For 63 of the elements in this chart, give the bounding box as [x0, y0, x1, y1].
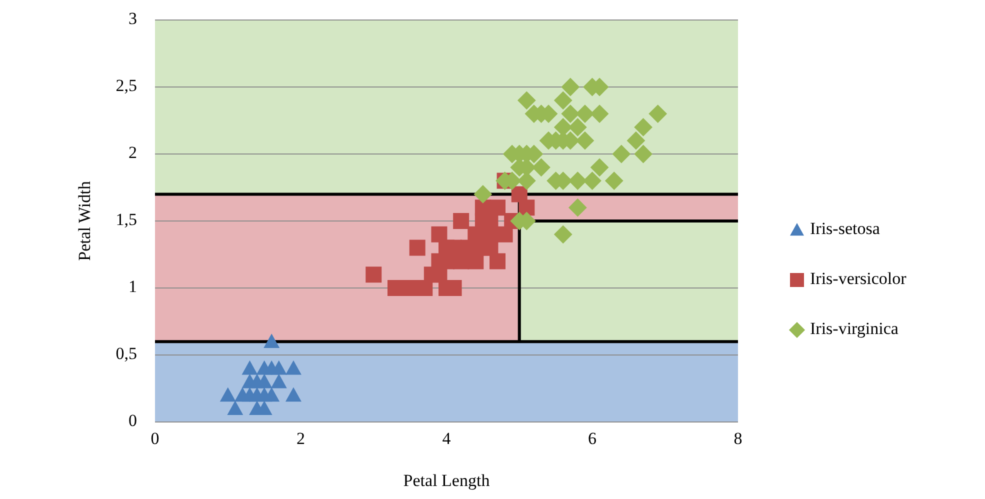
- point: [285, 387, 302, 402]
- point: [416, 280, 433, 296]
- point: [242, 374, 258, 388]
- point: [285, 360, 302, 375]
- point: [554, 225, 572, 244]
- point: [604, 172, 624, 190]
- point: [576, 104, 594, 123]
- x-tick-label: 6: [588, 429, 596, 448]
- point: [583, 172, 602, 190]
- point: [626, 131, 646, 150]
- legend-label: Iris-setosa: [810, 218, 880, 238]
- y-tick-label: 2: [128, 142, 137, 162]
- point: [554, 91, 572, 110]
- point: [402, 280, 418, 296]
- legend-label: Iris-versicolor: [810, 268, 907, 288]
- point: [517, 91, 536, 110]
- x-tick-label: 2: [296, 429, 305, 448]
- y-axis-title: Petal Width: [75, 180, 94, 261]
- point: [634, 118, 652, 136]
- point: [490, 253, 506, 270]
- y-tick-label: 0,5: [116, 344, 137, 363]
- legend-label: Iris-virginica: [810, 318, 899, 338]
- point: [482, 226, 498, 242]
- point: [366, 266, 382, 283]
- point: [264, 334, 280, 348]
- point: [387, 280, 404, 296]
- point: [612, 144, 631, 164]
- point: [532, 158, 550, 177]
- y-tick-label: 2,5: [116, 76, 137, 95]
- point: [409, 240, 426, 256]
- point: [270, 374, 287, 388]
- y-tick-label: 1: [128, 276, 137, 296]
- point: [576, 131, 594, 150]
- point: [234, 387, 250, 402]
- point: [490, 200, 506, 216]
- point: [453, 213, 470, 229]
- y-tick-label: 1,5: [116, 210, 137, 229]
- point: [518, 200, 535, 216]
- point: [264, 387, 280, 402]
- point: [496, 226, 513, 242]
- point: [648, 104, 668, 123]
- point: [568, 172, 587, 190]
- point: [256, 374, 272, 388]
- point: [561, 78, 580, 96]
- point: [568, 198, 587, 217]
- point: [220, 387, 236, 402]
- point: [561, 104, 580, 123]
- point: [634, 144, 652, 164]
- point: [568, 118, 587, 136]
- point: [590, 104, 609, 123]
- point: [431, 226, 448, 242]
- point: [474, 185, 492, 204]
- point: [264, 360, 280, 375]
- point: [590, 158, 609, 177]
- point: [227, 400, 244, 415]
- point: [242, 360, 258, 375]
- x-axis-title: Petal Length: [403, 471, 490, 490]
- point: [474, 200, 491, 216]
- x-tick-label: 0: [150, 429, 160, 448]
- x-tick-label: 4: [442, 429, 452, 448]
- x-tick-label: 8: [734, 429, 742, 448]
- y-tick-label: 0: [128, 410, 137, 430]
- y-tick-label: 3: [128, 8, 137, 28]
